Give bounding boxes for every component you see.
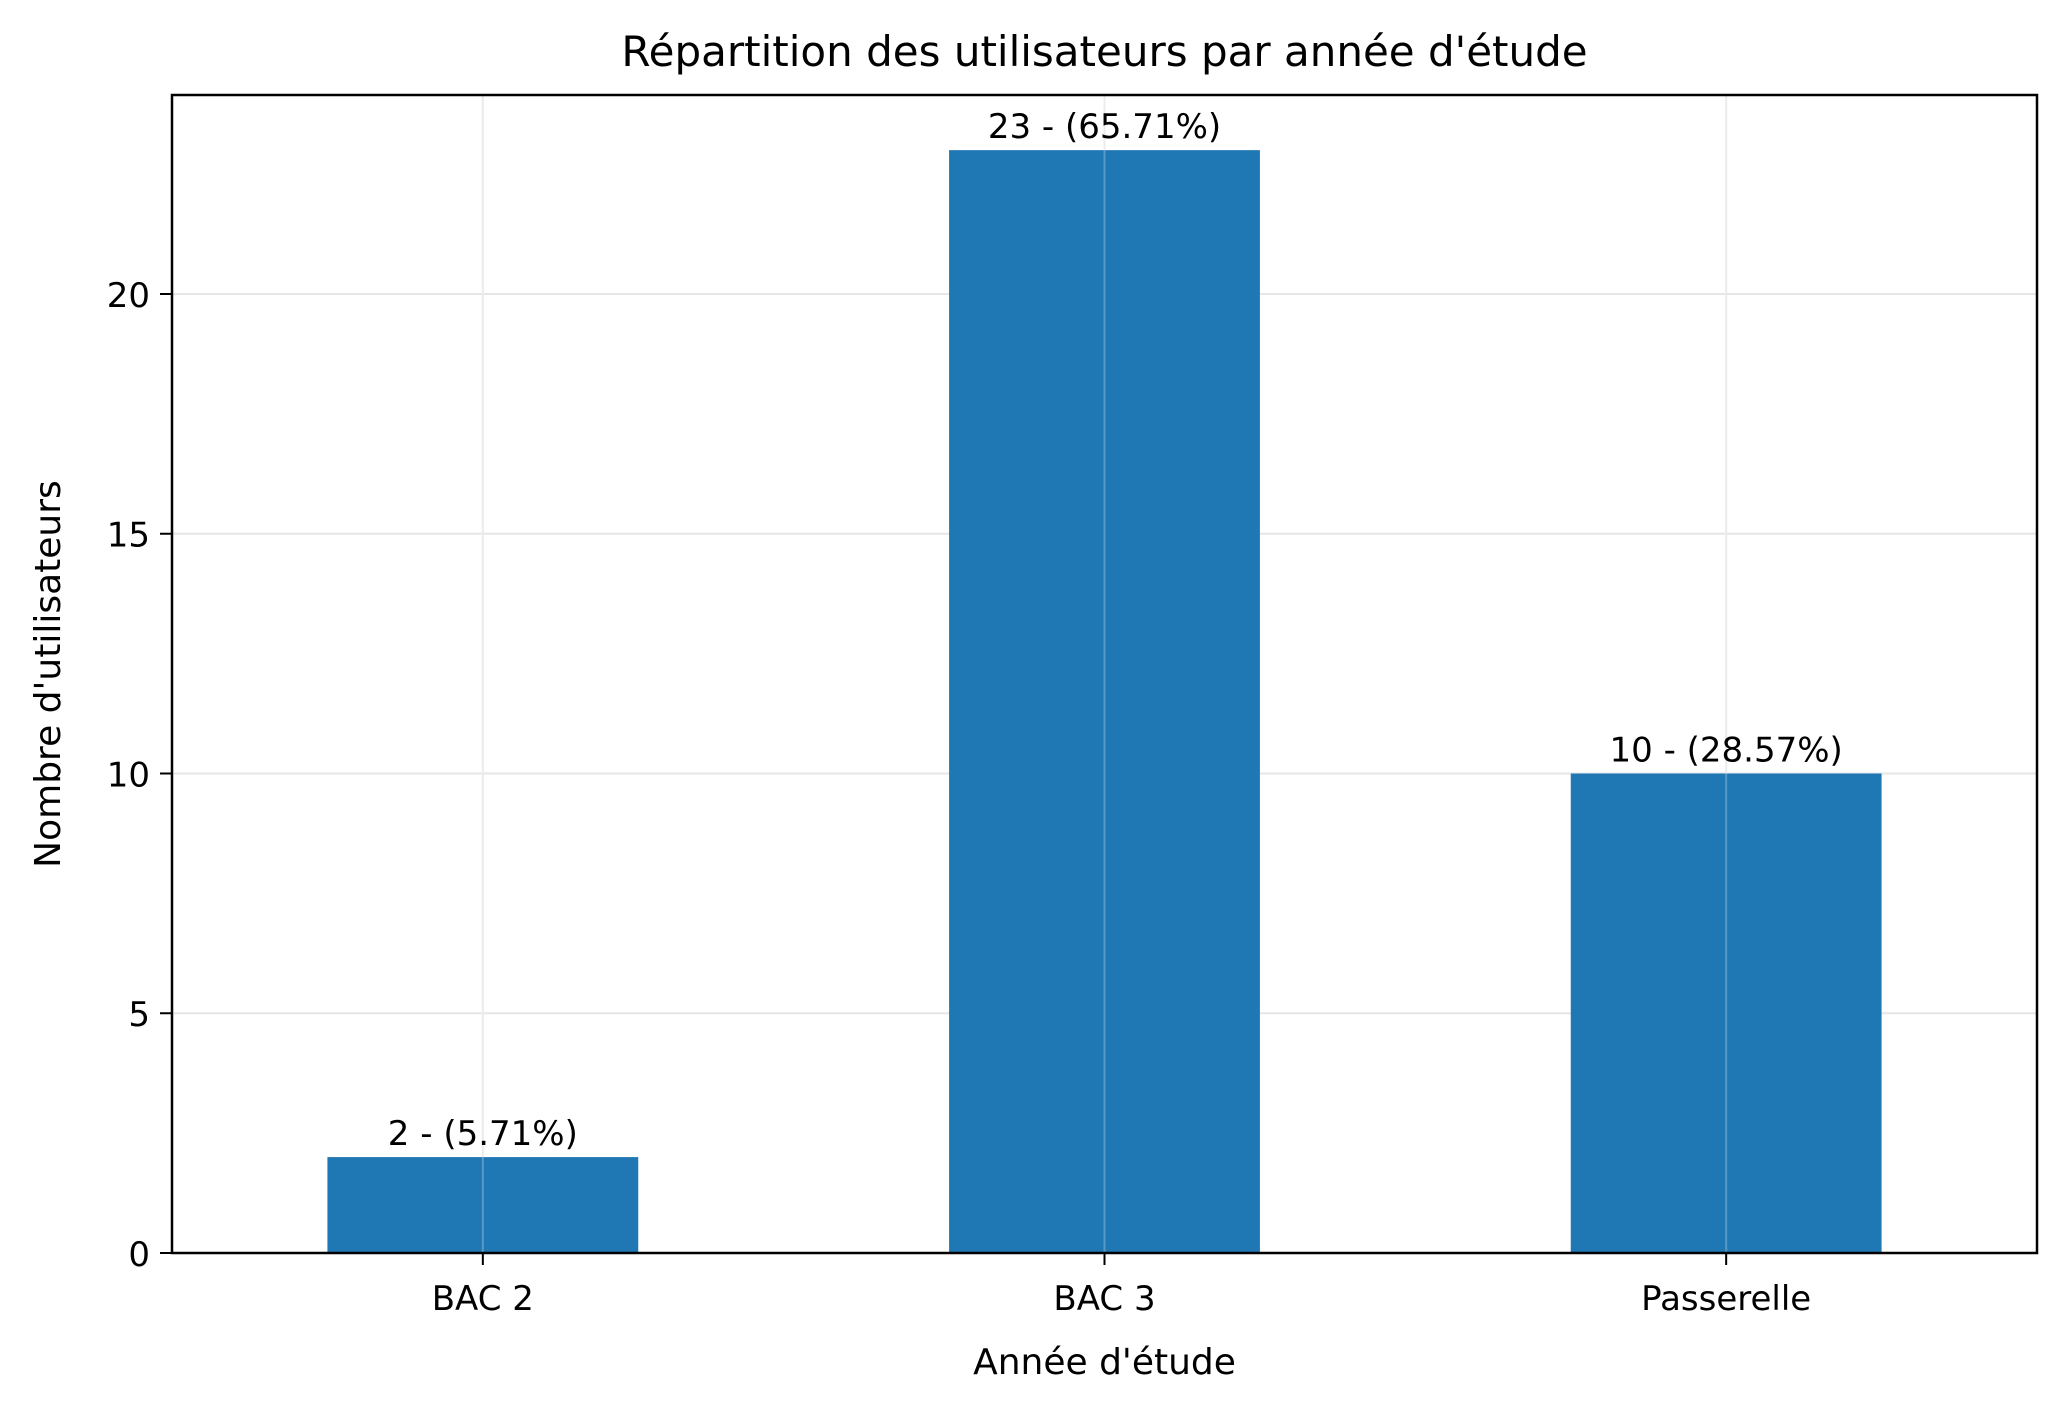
y-tick-label: 5 xyxy=(128,995,150,1035)
y-tick-label: 15 xyxy=(107,516,150,556)
tick-layer: 0 5 10 15 20 BAC 2 BAC 3 Passerelle xyxy=(107,276,1811,1319)
grid-x-layer xyxy=(481,95,1728,1253)
x-axis-label: Année d'étude xyxy=(973,1342,1236,1383)
data-label-layer: 2 - (5.71%) 23 - (65.71%) 10 - (28.57%) xyxy=(388,107,1843,1154)
y-tick-label: 10 xyxy=(107,755,150,795)
bar-data-label: 2 - (5.71%) xyxy=(388,1114,578,1154)
x-tick-label: BAC 3 xyxy=(1053,1279,1155,1319)
bar-passerelle xyxy=(1570,773,1882,1253)
bar-bac-2 xyxy=(327,1157,639,1253)
x-tick-label: BAC 2 xyxy=(432,1279,534,1319)
bar-bac-3 xyxy=(949,150,1260,1254)
bar-layer xyxy=(327,150,1882,1254)
y-tick-label: 20 xyxy=(107,276,150,316)
bar-data-label: 10 - (28.57%) xyxy=(1610,730,1843,770)
chart-title: Répartition des utilisateurs par année d… xyxy=(621,27,1587,76)
y-tick-label: 0 xyxy=(128,1235,150,1275)
y-axis-label: Nombre d'utilisateurs xyxy=(28,480,69,868)
bar-data-label: 23 - (65.71%) xyxy=(988,107,1221,147)
x-tick-label: Passerelle xyxy=(1641,1279,1811,1319)
